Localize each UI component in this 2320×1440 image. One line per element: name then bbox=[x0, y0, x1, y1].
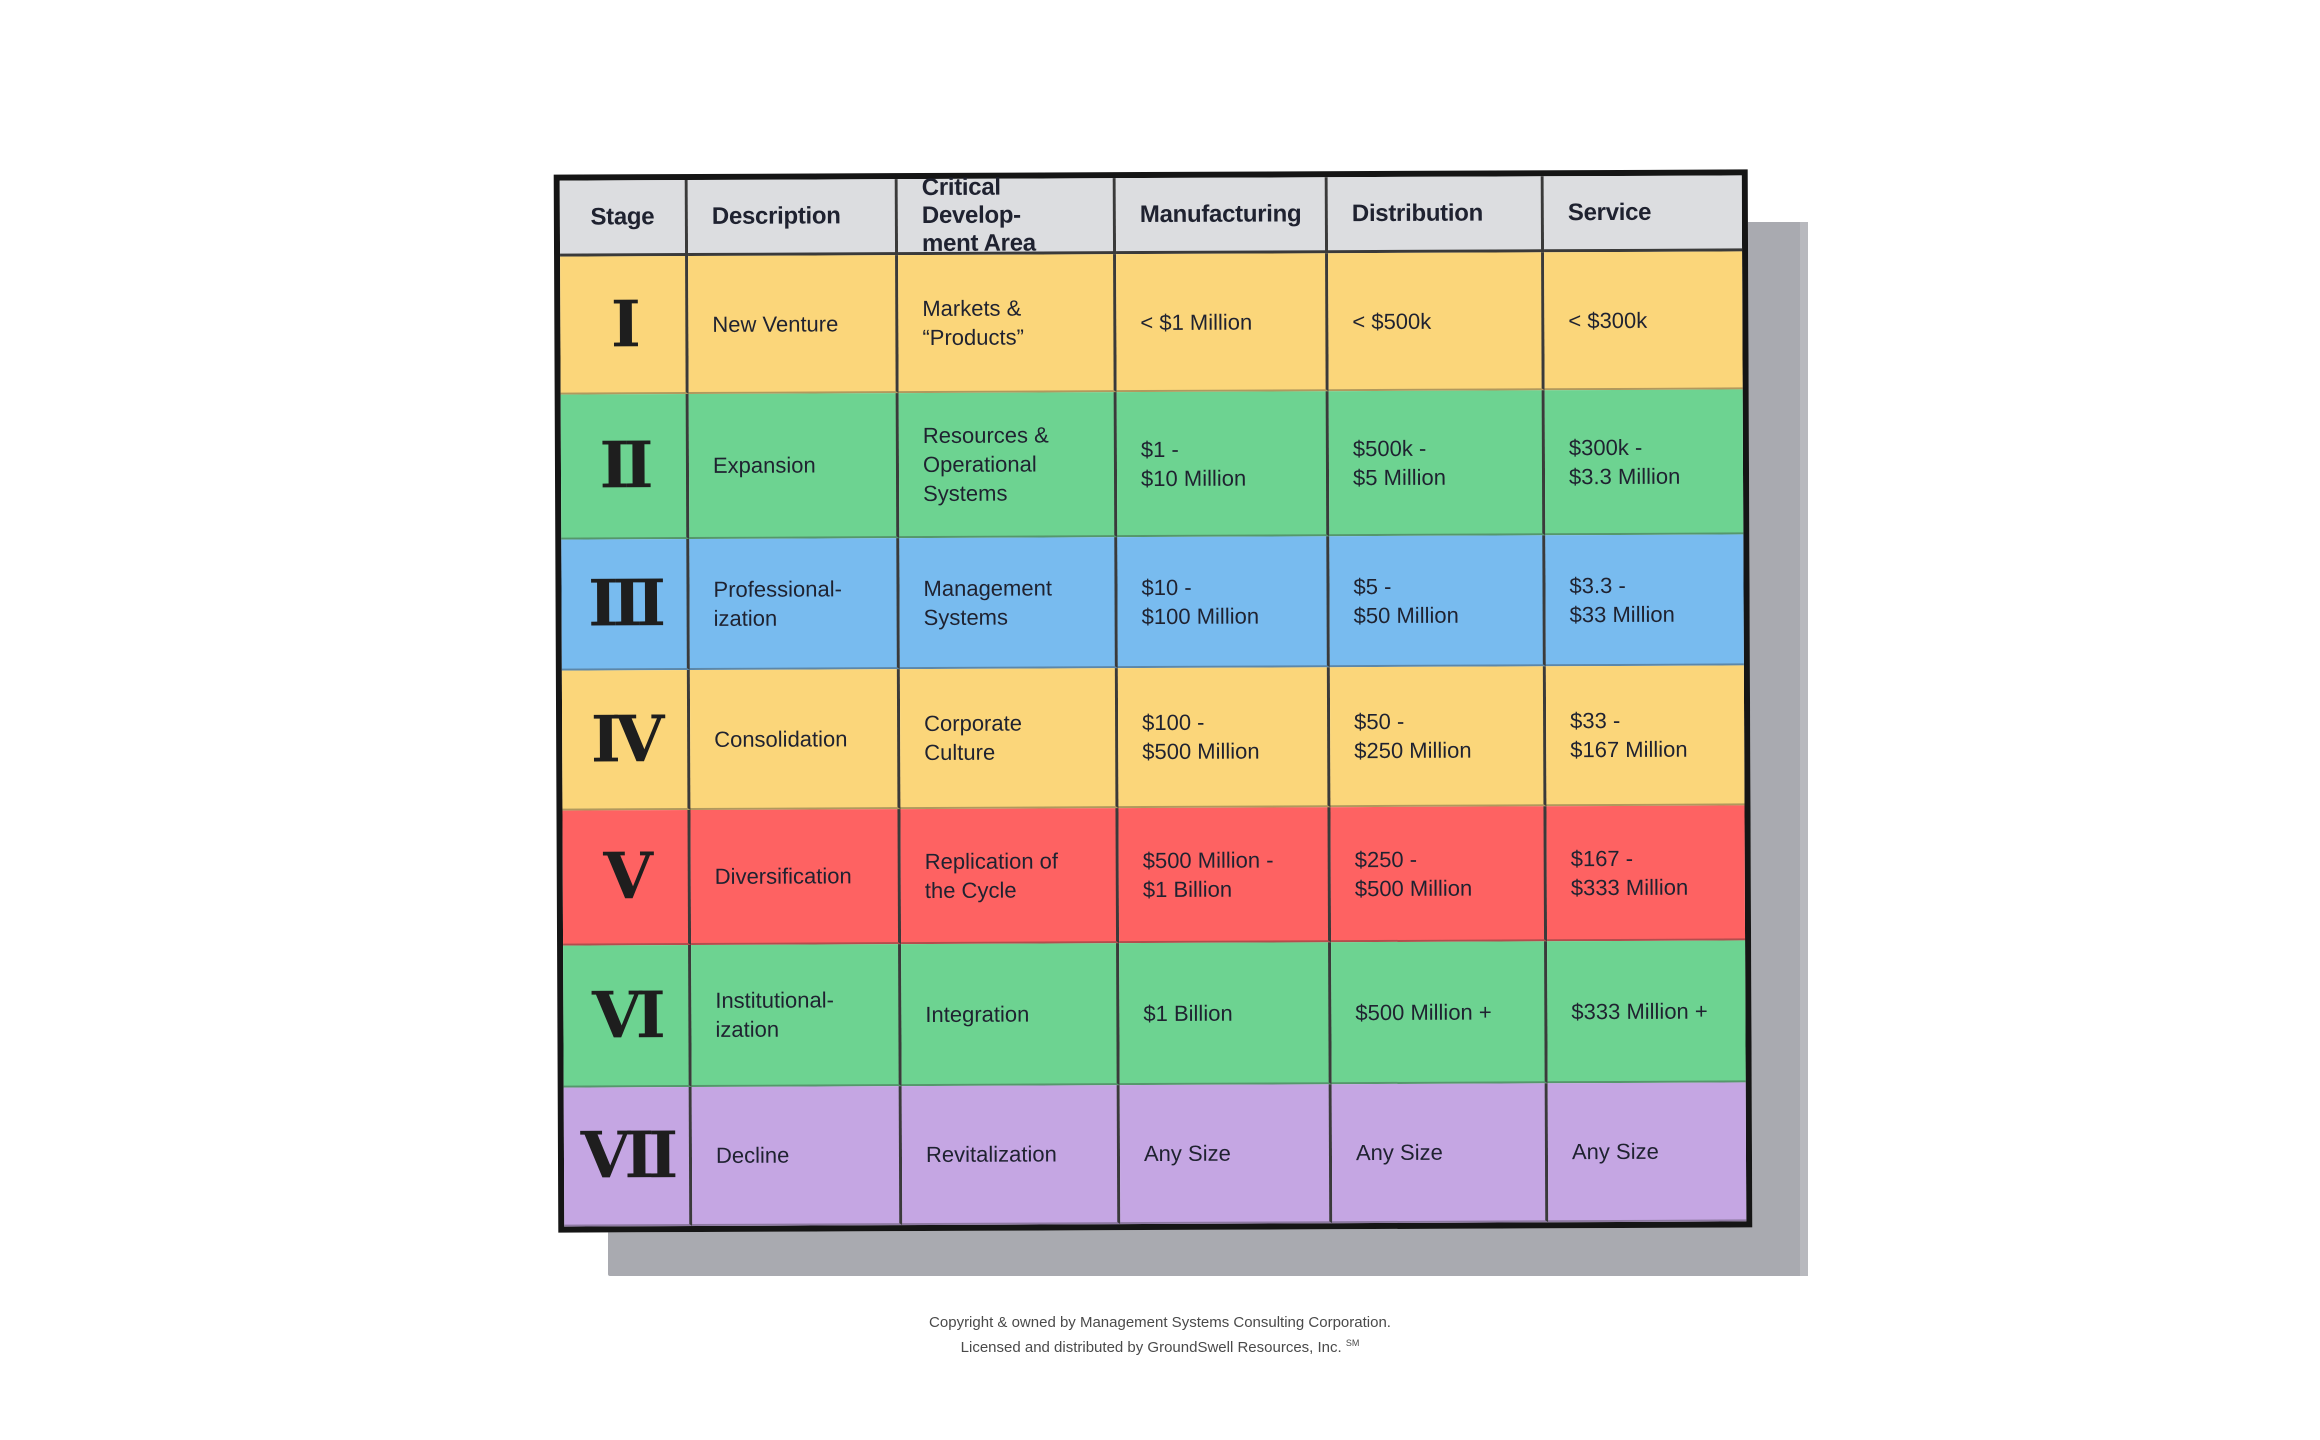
description-cell: Consolidation bbox=[689, 669, 901, 811]
copyright-line: Copyright & owned by Management Systems … bbox=[929, 1314, 1391, 1331]
header-stage: Stage bbox=[559, 180, 689, 257]
distribution-cell: $500k - $5 Million bbox=[1328, 390, 1546, 537]
license-text: Licensed and distributed by GroundSwell … bbox=[960, 1339, 1342, 1356]
header-distribution: Distribution bbox=[1327, 176, 1545, 254]
critical-area-cell: Corporate Culture bbox=[899, 668, 1119, 810]
critical-area-cell: Replication of the Cycle bbox=[900, 808, 1120, 945]
description-cell: Diversification bbox=[690, 809, 902, 946]
header-service: Service bbox=[1543, 175, 1743, 253]
distribution-cell: $500 Million + bbox=[1331, 941, 1548, 1085]
service-cell: $300k - $3.3 Million bbox=[1544, 389, 1744, 536]
distribution-cell: < $500k bbox=[1328, 252, 1545, 392]
manufacturing-cell: < $1 Million bbox=[1116, 253, 1329, 393]
stage-numeral: V bbox=[562, 810, 692, 946]
critical-area-cell: Markets & “Products” bbox=[898, 254, 1117, 394]
manufacturing-cell: $1 - $10 Million bbox=[1116, 391, 1330, 538]
manufacturing-cell: $100 - $500 Million bbox=[1117, 667, 1331, 809]
stage-numeral: I bbox=[560, 256, 689, 395]
critical-area-cell: Revitalization bbox=[901, 1085, 1121, 1226]
service-cell: $3.3 - $33 Million bbox=[1545, 534, 1744, 667]
copyright-footer: Copyright & owned by Management Systems … bbox=[0, 1312, 2320, 1358]
service-cell: Any Size bbox=[1547, 1082, 1747, 1223]
stage-numeral: III bbox=[561, 539, 690, 671]
manufacturing-cell: Any Size bbox=[1119, 1084, 1333, 1225]
header-manufacturing: Manufacturing bbox=[1115, 177, 1329, 255]
critical-area-cell: Integration bbox=[901, 943, 1120, 1087]
stages-table: Stage Description Critical Develop- ment… bbox=[553, 169, 1753, 1233]
description-cell: Institutional- ization bbox=[691, 944, 902, 1088]
description-cell: Professional- ization bbox=[689, 538, 900, 671]
service-cell: < $300k bbox=[1544, 251, 1743, 391]
header-description: Description bbox=[687, 179, 899, 257]
service-mark: SM bbox=[1345, 1338, 1360, 1348]
description-cell: Decline bbox=[691, 1086, 903, 1227]
description-cell: Expansion bbox=[688, 393, 900, 540]
service-cell: $167 - $333 Million bbox=[1546, 805, 1746, 942]
stage-numeral: VI bbox=[563, 945, 692, 1088]
service-cell: $33 - $167 Million bbox=[1545, 665, 1745, 807]
description-cell: New Venture bbox=[688, 255, 899, 395]
manufacturing-cell: $10 - $100 Million bbox=[1117, 536, 1330, 669]
header-critical-area: Critical Develop- ment Area bbox=[897, 173, 1117, 257]
distribution-cell: $5 - $50 Million bbox=[1329, 535, 1546, 668]
critical-area-cell: Resources & Operational Systems bbox=[898, 392, 1118, 539]
stage-numeral: II bbox=[560, 394, 690, 540]
stage-numeral: IV bbox=[561, 670, 691, 811]
distribution-cell: Any Size bbox=[1331, 1083, 1549, 1224]
distribution-cell: $50 - $250 Million bbox=[1329, 666, 1547, 808]
critical-area-cell: Management Systems bbox=[899, 537, 1118, 670]
license-line: Licensed and distributed by GroundSwell … bbox=[0, 1333, 2320, 1358]
service-cell: $333 Million + bbox=[1547, 940, 1746, 1084]
distribution-cell: $250 - $500 Million bbox=[1330, 806, 1548, 943]
stages-grid: Stage Description Critical Develop- ment… bbox=[559, 173, 1747, 1227]
manufacturing-cell: $1 Billion bbox=[1119, 942, 1332, 1086]
stage-numeral: VII bbox=[563, 1087, 693, 1227]
manufacturing-cell: $500 Million - $1 Billion bbox=[1118, 807, 1332, 944]
